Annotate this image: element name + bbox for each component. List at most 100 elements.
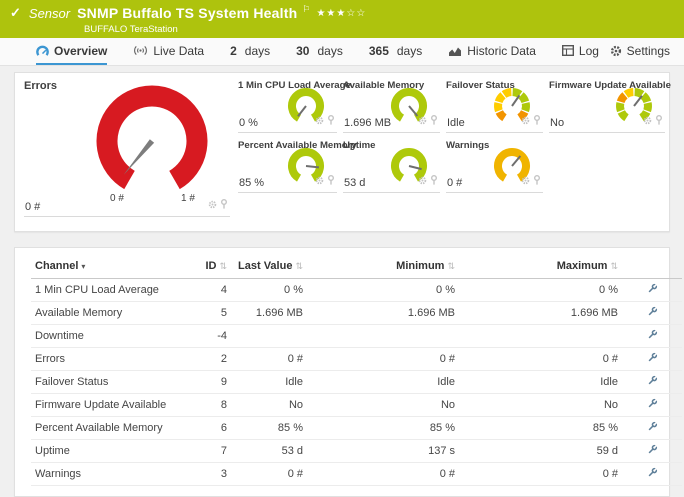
gauge-settings-gear-icon[interactable] [643, 112, 652, 130]
priority-stars[interactable]: ★★★☆☆ [316, 7, 367, 19]
column-header-id[interactable]: ID ⇅ [189, 252, 231, 279]
sort-toggle-icon: ⇅ [219, 261, 227, 271]
cell-channel: Uptime [31, 439, 189, 463]
tab-365-days[interactable]: 365 days [369, 38, 422, 65]
cell-id: 6 [189, 416, 231, 440]
gauge-tile-cpu-load: 1 Min CPU Load Average 0 % [238, 77, 351, 133]
column-header-maximum[interactable]: Maximum ⇅ [459, 252, 622, 279]
gauge-title: Firmware Update Available [549, 80, 671, 91]
channel-settings-wrench-icon[interactable] [647, 329, 658, 340]
tab-days-unit: days [396, 43, 423, 58]
column-header-minimum[interactable]: Minimum ⇅ [307, 252, 459, 279]
gauge-value: 1.696 MB [344, 117, 392, 129]
device-breadcrumb[interactable]: BUFFALO TeraStation [84, 24, 178, 35]
tab-30-days[interactable]: 30 days [296, 38, 343, 65]
cell-maximum: 0 % [459, 278, 622, 302]
cell-tools [622, 347, 682, 371]
cell-tools [622, 324, 682, 348]
cell-minimum [307, 324, 459, 348]
cell-channel: Firmware Update Available [31, 393, 189, 417]
gauge-pin-icon[interactable] [533, 172, 541, 190]
cell-id: 5 [189, 301, 231, 325]
gauge-pin-icon[interactable] [430, 172, 438, 190]
cell-maximum: No [459, 393, 622, 417]
gauge-pin-icon[interactable] [430, 112, 438, 130]
cell-maximum [459, 324, 622, 348]
gauges-panel: Errors 0 # 1 # 0 # 1 Min CPU Load Averag… [14, 72, 671, 232]
cell-channel: Failover Status [31, 370, 189, 394]
cell-maximum: 85 % [459, 416, 622, 440]
gauge-pin-icon[interactable] [327, 172, 335, 190]
gauge-max-label: 1 # [181, 193, 195, 204]
channel-settings-wrench-icon[interactable] [647, 421, 658, 432]
cell-id: -4 [189, 324, 231, 348]
cell-channel: Available Memory [31, 301, 189, 325]
tab-bar: Overview Live Data 2 days 30 days 365 days Histo… [0, 38, 684, 66]
gauge-settings-gear-icon[interactable] [418, 172, 427, 190]
gauge-pin-icon[interactable] [327, 112, 335, 130]
gauge-pin-icon[interactable] [533, 112, 541, 130]
channel-settings-wrench-icon[interactable] [647, 306, 658, 317]
errors-gauge [96, 85, 208, 190]
tab-days-number: 2 [230, 43, 237, 58]
cell-minimum: 85 % [307, 416, 459, 440]
cell-minimum: 1.696 MB [307, 301, 459, 325]
gauge-tile-errors: Errors 0 # 1 # 0 # [24, 77, 230, 217]
gauge-settings-gear-icon[interactable] [315, 172, 324, 190]
tab-days-unit: days [317, 43, 343, 58]
cell-minimum: 0 # [307, 462, 459, 486]
cell-minimum: Idle [307, 370, 459, 394]
gauge-pin-icon[interactable] [655, 112, 663, 130]
gauge-tile-percent-available-memory: Percent Available Memory 85 % [238, 137, 357, 193]
cell-id: 7 [189, 439, 231, 463]
tab-log[interactable]: Log [561, 38, 599, 65]
tab-historic-data[interactable]: Historic Data [448, 38, 536, 65]
tab-overview[interactable]: Overview [36, 38, 108, 65]
cell-id: 9 [189, 370, 231, 394]
gauge-icon [36, 45, 49, 57]
tab-days-number: 30 [296, 43, 310, 58]
tab-2-days[interactable]: 2 days [230, 38, 270, 65]
gauge-settings-gear-icon[interactable] [315, 112, 324, 130]
gauge-tile-firmware-update: Firmware Update Available No [549, 77, 671, 133]
gauge-settings-gear-icon[interactable] [521, 112, 530, 130]
warnings-gauge [494, 148, 530, 182]
overview-content: Errors 0 # 1 # 0 # 1 Min CPU Load Averag… [0, 66, 684, 497]
cell-id: 2 [189, 347, 231, 371]
cell-last-value [231, 324, 307, 348]
gauge-pin-icon[interactable] [220, 196, 228, 214]
gauge-settings-gear-icon[interactable] [521, 172, 530, 190]
column-label: Maximum [556, 260, 608, 272]
channel-settings-wrench-icon[interactable] [647, 352, 658, 363]
priority-flag-icon[interactable]: ⚐ [302, 3, 311, 14]
cell-tools [622, 301, 682, 325]
gauge-value: No [550, 117, 565, 129]
table-row: Downtime -4 [31, 324, 682, 348]
column-header-channel[interactable]: Channel ▾ [31, 252, 189, 279]
channel-settings-wrench-icon[interactable] [647, 375, 658, 386]
gauge-title: 1 Min CPU Load Average [238, 80, 351, 91]
column-header-last-value[interactable]: Last Value ⇅ [231, 252, 307, 279]
gauge-value: 0 # [447, 177, 463, 189]
cell-minimum: 0 # [307, 347, 459, 371]
tab-settings[interactable]: Settings [610, 38, 670, 65]
cell-tools [622, 393, 682, 417]
gear-icon [610, 45, 622, 57]
column-label: Last Value [238, 260, 293, 272]
channel-settings-wrench-icon[interactable] [647, 444, 658, 455]
channel-settings-wrench-icon[interactable] [647, 398, 658, 409]
cell-tools [622, 278, 682, 302]
gauge-settings-gear-icon[interactable] [208, 196, 217, 214]
tab-days-number: 365 [368, 43, 389, 58]
sensor-kicker: Sensor [28, 5, 71, 21]
cell-maximum: 1.696 MB [459, 301, 622, 325]
cell-channel: Errors [31, 347, 189, 371]
available-memory-gauge [391, 88, 427, 122]
gauge-min-label: 0 # [110, 193, 124, 204]
gauge-settings-gear-icon[interactable] [418, 112, 427, 130]
table-row: Failover Status 9 Idle Idle Idle [31, 370, 682, 394]
tab-live-data[interactable]: Live Data [133, 38, 204, 65]
cell-tools [622, 370, 682, 394]
channel-settings-wrench-icon[interactable] [647, 467, 658, 478]
channel-settings-wrench-icon[interactable] [647, 283, 658, 294]
